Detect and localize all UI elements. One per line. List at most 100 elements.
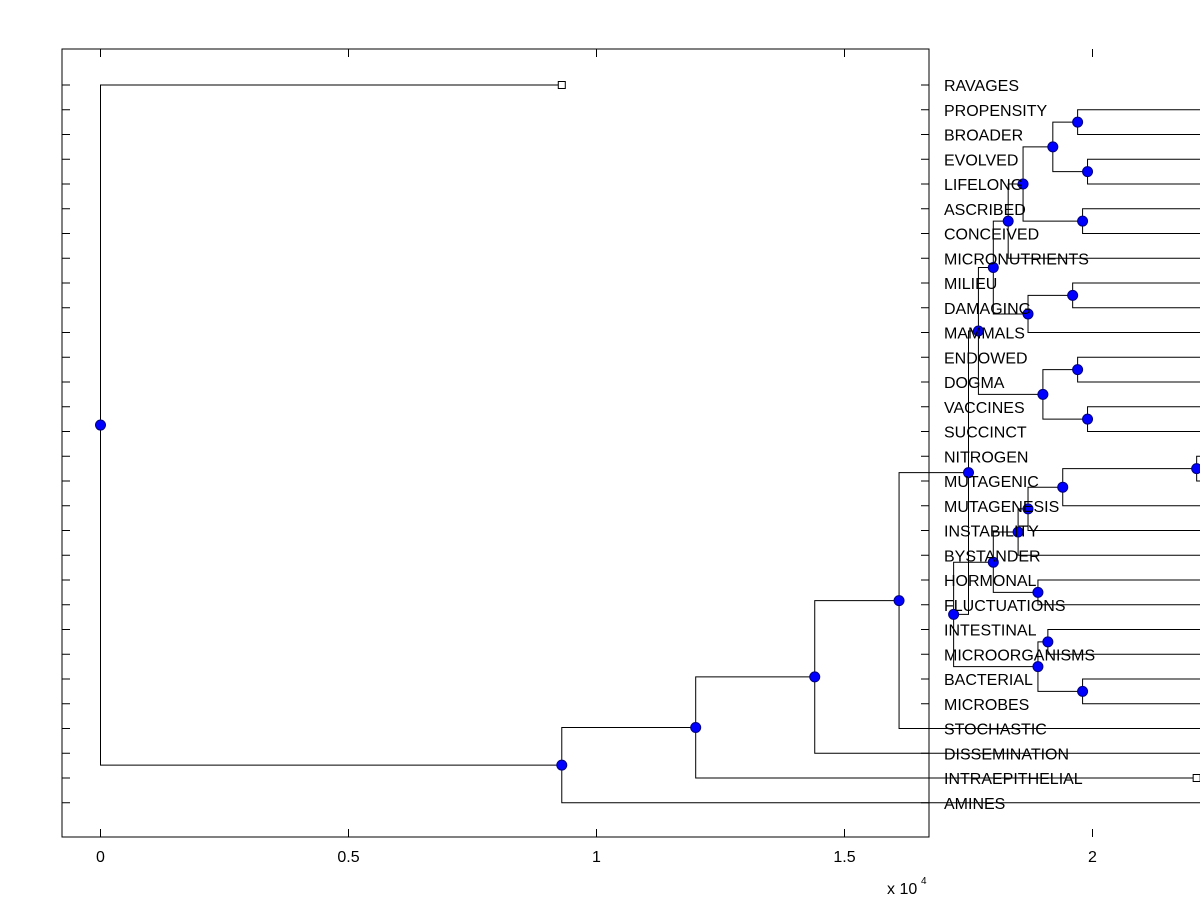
branch-line — [1022, 184, 1083, 222]
cluster-node — [987, 556, 999, 568]
cluster-node — [1022, 308, 1034, 320]
leaf-label: INTRAEPITHELIAL — [944, 771, 1083, 788]
cluster-node — [1012, 526, 1024, 538]
branch-line — [814, 676, 1200, 754]
leaf-label: BYSTANDER — [944, 548, 1041, 565]
branch-line — [100, 84, 562, 426]
branch-line — [1052, 121, 1078, 147]
axes: 00.511.522.53 x 10 4 — [61, 48, 1097, 898]
x-tick-label: 1 — [592, 849, 601, 866]
x-exponent-label: x 10 4 — [887, 876, 927, 898]
cluster-nodes — [95, 116, 1200, 771]
branch-line — [1007, 221, 1200, 259]
leaf-label: AMINES — [944, 796, 1005, 813]
branch-line — [992, 531, 1019, 563]
branch-line — [1052, 146, 1088, 173]
cluster-node — [1057, 481, 1069, 493]
branch-line — [1072, 282, 1200, 296]
cluster-node — [1067, 289, 1079, 301]
cluster-node — [690, 721, 702, 733]
branch-line — [1077, 356, 1200, 370]
branch-line — [992, 267, 1029, 315]
branch-line — [561, 726, 696, 766]
cluster-node — [1002, 215, 1014, 227]
cluster-node — [1032, 586, 1044, 598]
branch-line — [1077, 109, 1200, 123]
branch-line — [1027, 294, 1073, 314]
cluster-node — [1017, 178, 1029, 190]
x-exponent-power: 4 — [921, 876, 927, 887]
leaf-label: MICROBES — [944, 697, 1029, 714]
x-tick-label: 2 — [1088, 849, 1097, 866]
branch-line — [1037, 666, 1083, 692]
leaf-label: SUCCINCT — [944, 425, 1027, 442]
branch-line — [1062, 468, 1197, 488]
leaf-label: FLUCTUATIONS — [944, 598, 1065, 615]
leaf-markers — [557, 81, 1200, 782]
leaf-label: MICRONUTRIENTS — [944, 251, 1089, 268]
leaf-label: NITROGEN — [944, 449, 1028, 466]
branch-line — [1062, 487, 1200, 507]
leaf-label: ENDOWED — [944, 350, 1028, 367]
branch-line — [898, 600, 1200, 729]
cluster-node — [1077, 685, 1089, 697]
leaf-label: ASCRIBED — [944, 202, 1026, 219]
leaf-label: BROADER — [944, 128, 1023, 145]
cluster-node — [556, 759, 568, 771]
branch-line — [695, 727, 1197, 779]
branch-line — [953, 614, 1038, 668]
leaf-label: DAMAGING — [944, 301, 1031, 318]
branch-line — [1027, 508, 1200, 531]
leaf-label: BACTERIAL — [944, 672, 1033, 689]
cluster-node — [1072, 364, 1084, 376]
x-tick-label: 0.5 — [337, 849, 359, 866]
x-tick-label: 0 — [96, 849, 105, 866]
cluster-node — [987, 262, 999, 274]
x-exponent-base: x 10 — [887, 881, 917, 898]
leaf-label: CONCEIVED — [944, 227, 1039, 244]
branch-line — [100, 425, 562, 766]
branch-line — [1087, 419, 1200, 432]
branch-line — [1082, 678, 1200, 692]
leaf-marker — [557, 81, 566, 89]
cluster-node — [1022, 503, 1034, 515]
leaf-label: VACCINES — [944, 400, 1025, 417]
branch-line — [1027, 313, 1200, 333]
cluster-node — [893, 595, 905, 607]
leaf-label: DISSEMINATION — [944, 746, 1069, 763]
branch-line — [814, 600, 900, 677]
leaf-label: INTESTINAL — [944, 623, 1037, 640]
branch-line — [1037, 579, 1200, 593]
leaf-label: EVOLVED — [944, 152, 1018, 169]
cluster-node — [1191, 463, 1200, 475]
branch-line — [561, 765, 1200, 804]
branch-line — [1082, 691, 1200, 705]
leaf-label: MUTAGENESIS — [944, 499, 1059, 516]
cluster-node — [95, 419, 106, 431]
branch-line — [1087, 406, 1200, 420]
x-axis-ticks: 00.511.522.53 — [96, 49, 1097, 866]
cluster-node — [963, 467, 974, 479]
branch-line — [695, 676, 815, 728]
branch-line — [1072, 295, 1200, 309]
cluster-node — [972, 325, 984, 337]
branch-line — [1087, 171, 1200, 185]
branch-line — [1017, 532, 1200, 556]
leaf-label: MUTAGENIC — [944, 474, 1039, 491]
branch-line — [1082, 221, 1200, 234]
plot-frame — [61, 48, 930, 838]
cluster-node — [948, 608, 960, 620]
cluster-node — [1072, 116, 1084, 128]
branch-line — [1077, 122, 1200, 135]
leaf-label: MILIEU — [944, 276, 997, 293]
leaf-label: MICROORGANISMS — [944, 647, 1095, 664]
branch-line — [953, 472, 969, 615]
x-tick-label: 1.5 — [833, 849, 855, 866]
cluster-node — [1082, 166, 1094, 178]
branch-line — [1042, 369, 1078, 395]
leaf-label: RAVAGES — [944, 78, 1019, 95]
branch-line — [1082, 208, 1200, 222]
leaf-label: MAMMALS — [944, 326, 1025, 343]
leaf-label: HORMONAL — [944, 573, 1037, 590]
cluster-node — [1032, 661, 1044, 673]
